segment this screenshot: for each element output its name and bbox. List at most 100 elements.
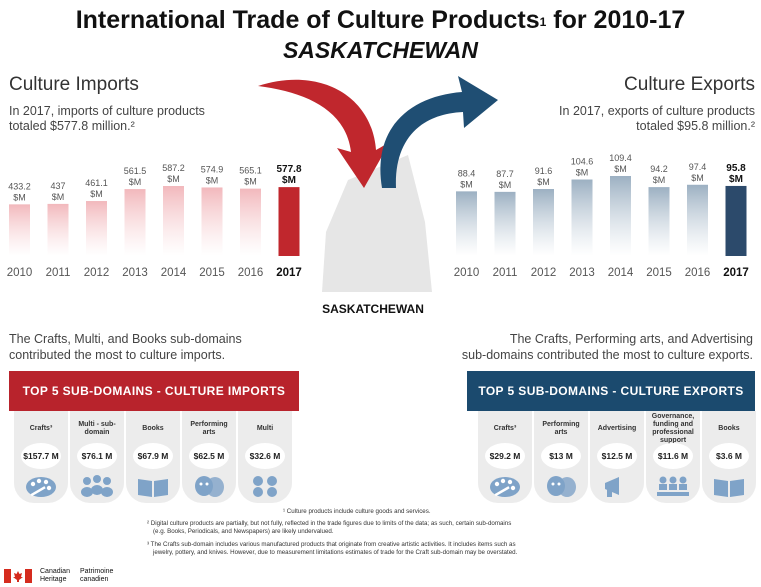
data-label-2016: 97.4 [689, 162, 707, 172]
tick-label-2016: 2016 [238, 267, 264, 279]
sub-domain-card: Multi - sub-domain $76.1 M [70, 411, 124, 503]
data-label-2013: 561.5 [124, 166, 147, 176]
tick-label-2014: 2014 [161, 267, 187, 279]
unit-label-2014: $M [614, 164, 627, 174]
bar-2014 [163, 186, 184, 256]
sub-domain-value: $32.6 M [245, 443, 285, 469]
bar-2010 [456, 191, 477, 256]
sub-domain-card: Governance, funding and professional sup… [646, 411, 700, 503]
bar-2016 [687, 184, 708, 256]
page-title: International Trade of Culture Products1… [75, 6, 686, 34]
unit-label-2016: $M [244, 177, 257, 187]
bar-2015 [648, 187, 670, 256]
imports-summary: In 2017, imports of culture products tot… [9, 104, 205, 133]
sub-domain-name: Books [718, 425, 740, 432]
megaphone-icon [605, 477, 619, 497]
imports-paragraph: The Crafts, Multi, and Books sub-domains… [9, 332, 242, 362]
data-label-2015: 574.9 [201, 164, 224, 174]
sub-domain-card: Books $67.9 M [126, 411, 180, 503]
tick-label-2013: 2013 [122, 267, 148, 279]
sub-domain-card: Crafts³ $29.2 M [478, 411, 532, 503]
unit-label-2010: $M [13, 192, 26, 202]
unit-label-2011: $M [499, 180, 512, 190]
sub-domain-name: Governance, funding and professional sup… [651, 413, 695, 444]
unit-label-2014: $M [167, 174, 180, 184]
data-label-2012: 461.1 [85, 178, 108, 188]
unit-label-2011: $M [52, 192, 65, 202]
unit-label-2013: $M [576, 168, 589, 178]
unit-label-2016: $M [691, 173, 704, 183]
tick-label-2017: 2017 [723, 267, 749, 279]
bar-2017 [278, 187, 300, 256]
unit-label-2017: $M [282, 175, 296, 186]
bar-2014 [610, 176, 631, 256]
bar-2013 [571, 179, 593, 256]
tick-label-2011: 2011 [493, 267, 518, 279]
unit-label-2017: $M [729, 174, 743, 185]
export-arrow [380, 76, 498, 188]
sub-domain-value: $13 M [541, 443, 581, 469]
palette-icon [490, 477, 520, 497]
unit-label-2013: $M [129, 177, 142, 187]
exports-bar-chart: 88.4$M201087.7$M201191.6$M2012104.6$M201… [454, 153, 749, 279]
bar-2016 [240, 188, 261, 256]
imports-banner: TOP 5 SUB-DOMAINS - CULTURE IMPORTS [9, 371, 299, 411]
sub-domain-card: Performing arts $62.5 M [182, 411, 236, 503]
sub-domain-name: Multi [256, 425, 274, 432]
exports-banner: TOP 5 SUB-DOMAINS - CULTURE EXPORTS [467, 371, 755, 411]
palette-icon [26, 477, 56, 497]
province-label: SASKATCHEWAN [322, 302, 424, 316]
tick-label-2013: 2013 [569, 267, 595, 279]
sub-domain-card: Multi $32.6 M [238, 411, 292, 503]
footnote-3: ³ The Crafts sub-domain includes various… [147, 541, 518, 556]
exports-section-title: Culture Exports [624, 74, 755, 95]
tick-label-2010: 2010 [7, 267, 33, 279]
sub-domain-card: Advertising $12.5 M [590, 411, 644, 503]
unit-label-2015: $M [653, 175, 666, 185]
data-label-2014: 587.2 [162, 163, 185, 173]
imports-cards: Crafts³ $157.7 M Multi - sub-domain $76.1 M… [14, 411, 294, 506]
tick-label-2012: 2012 [531, 267, 557, 279]
bar-2010 [9, 204, 30, 256]
data-label-2015: 94.2 [650, 164, 668, 174]
tick-label-2014: 2014 [608, 267, 634, 279]
sub-domain-card: Performing arts $13 M [534, 411, 588, 503]
bar-2013 [124, 189, 146, 256]
data-label-2010: 433.2 [8, 181, 31, 191]
tick-label-2012: 2012 [84, 267, 110, 279]
sub-domain-value: $12.5 M [597, 443, 637, 469]
theatre-masks-icon [195, 476, 224, 497]
bar-2011 [47, 203, 69, 256]
imports-section-title: Culture Imports [9, 74, 139, 95]
tick-label-2015: 2015 [199, 267, 225, 279]
data-label-2011: 87.7 [496, 169, 514, 179]
bar-2017 [725, 185, 747, 256]
sub-domain-value: $157.7 M [21, 443, 61, 469]
data-label-2010: 88.4 [458, 168, 476, 178]
data-label-2017: 577.8 [276, 164, 301, 175]
data-label-2016: 565.1 [239, 166, 262, 176]
bar-2015 [201, 187, 223, 256]
exports-summary: In 2017, exports of culture products tot… [559, 104, 755, 133]
data-label-2017: 95.8 [726, 163, 746, 174]
data-label-2011: 437 [50, 181, 65, 191]
book-icon [714, 479, 744, 497]
bar-2012 [86, 201, 107, 256]
canada-flag-icon [4, 569, 32, 583]
sub-domain-name: Advertising [597, 425, 637, 432]
book-icon [138, 479, 168, 497]
sub-domain-name: Crafts³ [493, 425, 517, 432]
sub-domain-card: Crafts³ $157.7 M [14, 411, 68, 503]
footnote-1: ¹ Culture products include culture goods… [283, 508, 431, 515]
data-label-2013: 104.6 [571, 157, 594, 167]
sub-domain-name: Performing arts [190, 421, 228, 436]
data-label-2012: 91.6 [535, 166, 553, 176]
page-subtitle: SASKATCHEWAN [282, 37, 479, 63]
sub-domain-name: Performing arts [542, 421, 580, 436]
sub-domain-card: Books $3.6 M [702, 411, 756, 503]
footnote-2: ² Digital culture products are partially… [147, 520, 512, 535]
unit-label-2010: $M [460, 179, 473, 189]
tick-label-2010: 2010 [454, 267, 480, 279]
unit-label-2012: $M [90, 189, 103, 199]
sub-domain-value: $67.9 M [133, 443, 173, 469]
